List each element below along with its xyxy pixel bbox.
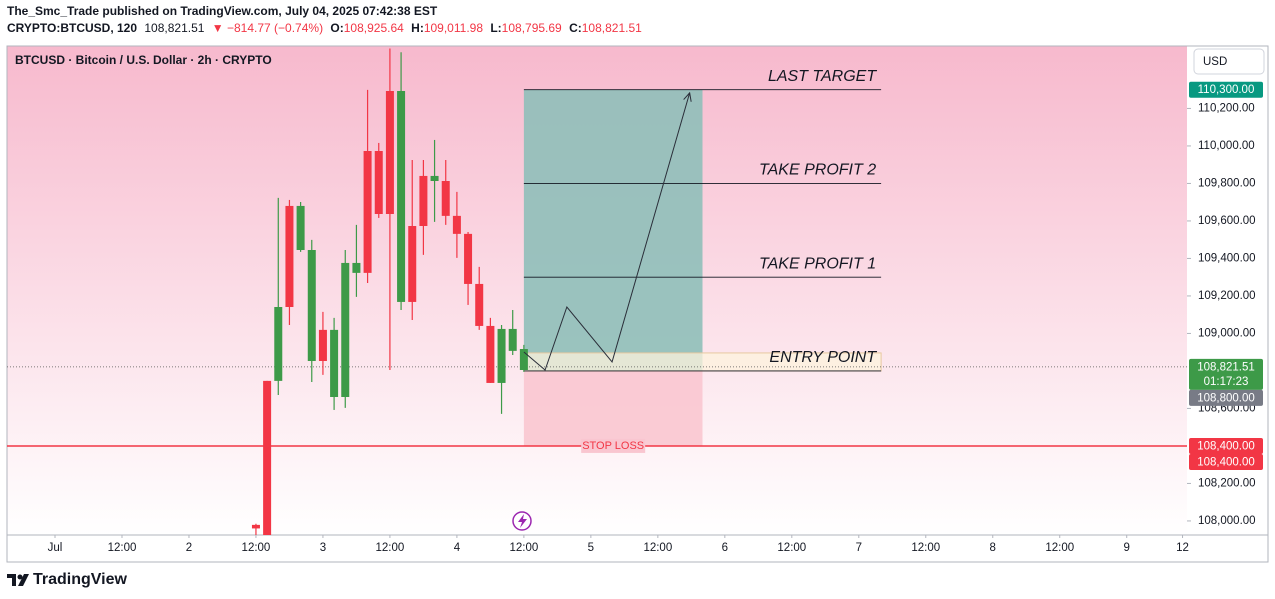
- price-label-text: 110,300.00: [1198, 84, 1255, 96]
- x-tick-label: 12:00: [108, 542, 137, 554]
- candle-body: [408, 226, 417, 302]
- projection-path: [523, 92, 691, 371]
- candle-body: [419, 175, 428, 226]
- ohlc-label: O:: [330, 21, 343, 35]
- ohlc-value: 108,821.51: [582, 21, 642, 35]
- y-tick-label: 109,800.00: [1198, 177, 1256, 189]
- price-label-text: 108,400.00: [1197, 456, 1255, 468]
- ohlc-value: 109,011.98: [424, 21, 483, 35]
- last-price: 108,821.51: [144, 21, 204, 35]
- x-tick-label: 3: [320, 542, 326, 554]
- x-tick-label: 6: [722, 542, 728, 554]
- ohlc-label: C:: [569, 21, 582, 35]
- candle-body: [374, 151, 383, 214]
- price-label: [1189, 81, 1263, 98]
- ohlc-value: 108,795.69: [502, 21, 562, 35]
- chart-frame: [6, 45, 1269, 563]
- candle-body: [352, 262, 361, 273]
- candle-body: [307, 250, 316, 361]
- y-tick-label: 109,000.00: [1198, 327, 1256, 339]
- candle-body: [341, 262, 350, 397]
- x-tick-label: 2: [186, 542, 192, 554]
- candle-body: [363, 151, 372, 273]
- target-zone: [523, 89, 703, 371]
- x-tick-label: 7: [856, 542, 862, 554]
- ohlc-value: 108,925.64: [344, 21, 404, 35]
- candle-body: [330, 329, 339, 397]
- candle-body: [296, 205, 305, 250]
- price-label-text: 108,400.00: [1197, 440, 1255, 452]
- level-label: TAKE PROFIT 2: [759, 162, 876, 179]
- price-label-text: 108,800.00: [1197, 392, 1255, 404]
- price-label: [1189, 437, 1263, 454]
- y-tick-label: 110,200.00: [1198, 102, 1255, 114]
- change: ▼ −814.77 (−0.74%): [212, 21, 323, 35]
- y-tick-label: 108,200.00: [1198, 477, 1256, 489]
- stop-loss-label-bg: [581, 438, 646, 453]
- candle-body: [385, 91, 394, 214]
- x-tick-label: 12:00: [242, 542, 271, 554]
- candle-body: [274, 307, 283, 381]
- countdown: 01:17:23: [1204, 376, 1249, 388]
- y-tick-label: 110,000.00: [1198, 140, 1255, 152]
- arrow-head: [683, 91, 692, 102]
- x-tick-label: 5: [588, 542, 594, 554]
- y-tick-label: 109,600.00: [1198, 215, 1256, 227]
- x-tick-label: 12:00: [509, 542, 538, 554]
- lightning-icon[interactable]: [512, 511, 532, 531]
- x-tick-label: 12:00: [911, 542, 940, 554]
- x-tick-label: 12:00: [643, 542, 672, 554]
- x-tick-label: 9: [1124, 542, 1130, 554]
- x-tick-label: 12:00: [777, 542, 806, 554]
- candle-body: [318, 329, 327, 361]
- plot-area: [7, 48, 1187, 535]
- x-tick-label: 12: [1176, 542, 1189, 554]
- header-publisher: The_Smc_Trade published on TradingView.c…: [7, 4, 438, 18]
- x-tick-label: 12:00: [1045, 542, 1074, 554]
- chart-title: BTCUSD · Bitcoin / U.S. Dollar · 2h · CR…: [15, 53, 272, 67]
- candle-body: [285, 205, 294, 307]
- price-label-text: 108,821.51: [1197, 361, 1255, 373]
- x-tick-label: 4: [454, 542, 461, 554]
- level-label: TAKE PROFIT 1: [759, 255, 876, 272]
- stop-loss-label: STOP LOSS: [582, 440, 644, 452]
- candle-body: [508, 328, 517, 351]
- candle-body: [497, 328, 506, 383]
- y-tick-label: 108,000.00: [1198, 515, 1256, 527]
- level-label: LAST TARGET: [768, 68, 877, 85]
- logo: TradingView: [7, 571, 128, 588]
- logo-text: TradingView: [33, 571, 128, 588]
- candle-body: [486, 325, 495, 383]
- ohlc-label: L:: [490, 21, 501, 35]
- candle-body: [263, 380, 272, 535]
- level-label: ENTRY POINT: [769, 349, 877, 366]
- price-label: [1189, 453, 1263, 470]
- candle-body: [251, 524, 260, 529]
- candle-body: [397, 91, 406, 302]
- ohlc-label: H:: [411, 21, 424, 35]
- candle-body: [464, 233, 473, 284]
- y-tick-label: 109,400.00: [1198, 252, 1256, 264]
- candle-body: [430, 175, 439, 181]
- price-label: [1189, 389, 1263, 406]
- stop-zone: [523, 370, 703, 446]
- price-label: [1189, 358, 1263, 390]
- symbol: CRYPTO:BTCUSD, 120: [7, 21, 137, 35]
- x-tick-label: Jul: [48, 542, 63, 554]
- candle-body: [441, 181, 450, 216]
- x-tick-label: 12:00: [376, 542, 405, 554]
- y-tick-label: 109,200.00: [1198, 290, 1256, 302]
- candle-body: [452, 215, 461, 234]
- currency-button[interactable]: [1193, 48, 1265, 75]
- header-quote: CRYPTO:BTCUSD, 120 108,821.51 ▼ −814.77 …: [7, 21, 642, 35]
- currency[interactable]: USD: [1203, 56, 1227, 68]
- candle-body: [519, 349, 528, 370]
- candle-body: [475, 283, 484, 326]
- x-tick-label: 8: [990, 542, 996, 554]
